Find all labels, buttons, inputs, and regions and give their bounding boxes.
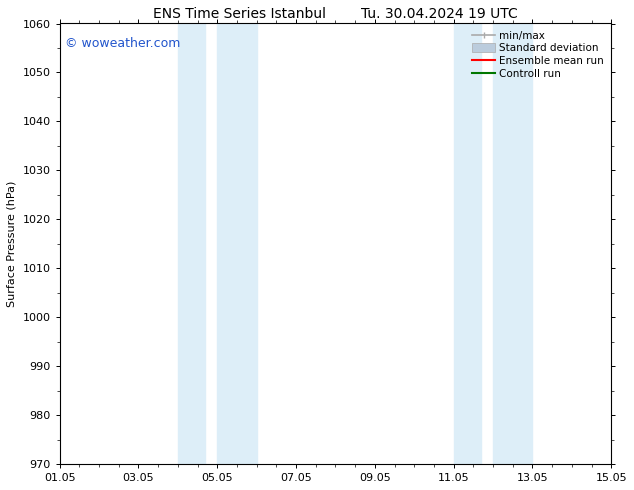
Bar (217, 24, 257, 464)
Y-axis label: Surface Pressure (hPa): Surface Pressure (hPa) (7, 181, 17, 307)
Legend: min/max, Standard deviation, Ensemble mean run, Controll run: min/max, Standard deviation, Ensemble me… (470, 29, 606, 81)
Bar (454, 24, 481, 464)
Title: ENS Time Series Istanbul        Tu. 30.04.2024 19 UTC: ENS Time Series Istanbul Tu. 30.04.2024 … (153, 7, 518, 21)
Text: © woweather.com: © woweather.com (65, 37, 181, 49)
Bar (178, 24, 205, 464)
Bar (493, 24, 533, 464)
